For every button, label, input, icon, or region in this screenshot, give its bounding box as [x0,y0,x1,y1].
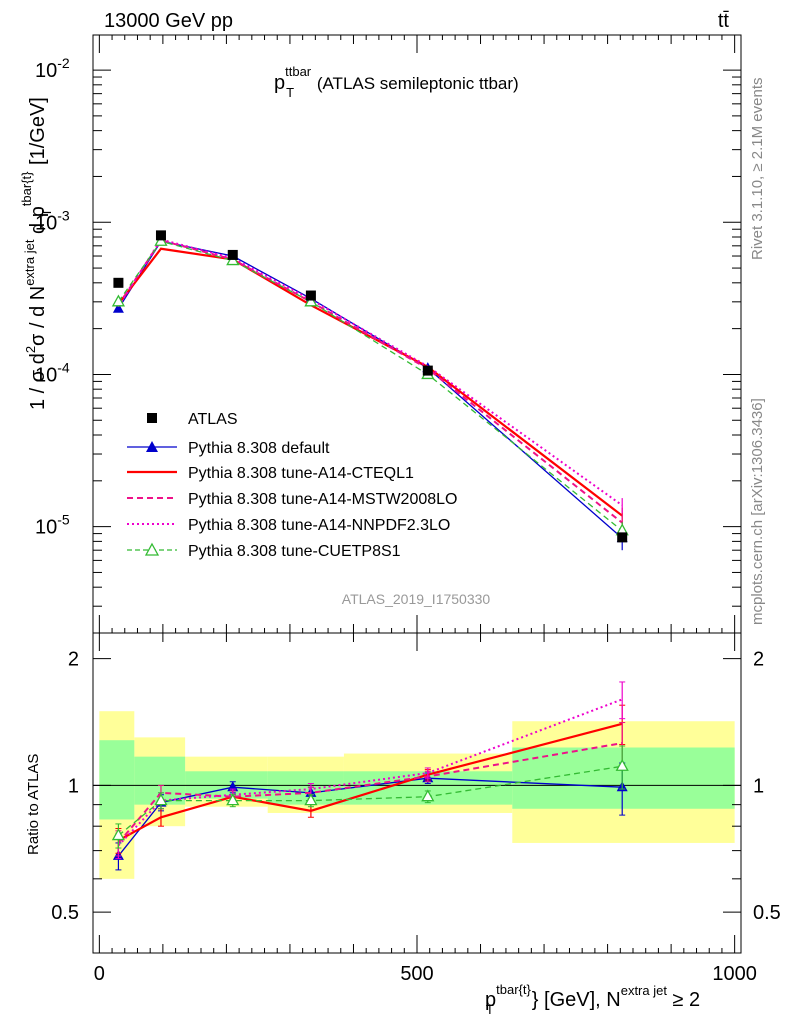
main-series-line [117,240,623,532]
ratio-point-marker [154,793,168,806]
main-y-label: 1 / σ d2σ / d Nextra jet d ptbar{t}T [1/… [19,97,54,410]
ratio-y-tick-label-right: 1 [753,775,764,797]
ratio-point-marker [304,793,318,806]
uncertainty-band-inner [99,740,135,820]
legend: ATLAS Pythia 8.308 default Pythia 8.308 … [127,411,457,560]
ratio-x-tick-label: 500 [400,963,433,985]
process-label: tt̄ [718,10,730,32]
legend-label-nnpdf: Pythia 8.308 tune-A14-NNPDF2.3LO [188,517,450,534]
rivet-label: Rivet 3.1.10, ≥ 2.1M events [749,78,766,261]
ratio-series-line [117,742,623,844]
plot-title: pttbar T (ATLAS semileptonic ttbar) [274,64,519,100]
analysis-watermark: ATLAS_2019_I1750330 [342,591,491,607]
ratio-y-tick-label-right: 2 [753,649,764,671]
legend-marker-cuetp8s1 [144,542,160,556]
ratio-y-tick-label: 1 [68,775,79,797]
legend-marker-atlas [147,413,157,423]
main-point-marker [112,302,124,313]
atlas-data-point [113,277,124,288]
main-series-line [117,247,623,517]
mcplots-label: mcplots.cern.ch [arXiv:1306.3436] [749,398,766,625]
atlas-data-point [227,249,238,260]
ratio-x-tick-label: 1000 [712,963,757,985]
legend-marker-default [146,441,158,452]
legend-label-cuetp8s1: Pythia 8.308 tune-CUETP8S1 [188,543,401,560]
energy-label: 13000 GeV pp [104,10,233,32]
main-y-axis: 10-2 10-3 10-4 10-5 [35,55,741,634]
main-point-marker [304,294,318,307]
ratio-point-marker [615,758,629,771]
ratio-point-marker [111,828,126,841]
main-marks [111,230,629,551]
main-point-marker [111,294,126,307]
main-y-tick-label: 10-2 [35,55,70,82]
ratio-series-line [117,765,623,837]
ratio-series-line [117,722,623,842]
ratio-y-tick-label: 2 [68,649,79,671]
ratio-marks [93,681,741,871]
atlas-data-point [422,365,433,376]
ratio-series-line [117,698,623,847]
ratio-series-line [117,777,623,857]
main-y-tick-label: 10-5 [35,512,70,539]
ratio-point-marker [226,793,240,806]
ratio-y-axis: 0.5 0.5 1 1 2 2 [51,649,781,954]
ratio-x-axis: 0 500 1000 [94,633,757,985]
main-x-ticks [98,35,736,633]
main-y-tick-label: 10-4 [35,359,70,386]
atlas-data-point [155,230,166,241]
main-panel: 10-2 10-3 10-4 10-5 pttbar T (ATLAS semilept… [19,34,742,634]
ratio-x-tick-label: 0 [94,963,105,985]
ratio-y-label: Ratio to ATLAS [25,754,42,855]
legend-label-atlas: ATLAS [188,411,238,428]
legend-label-mstw: Pythia 8.308 tune-A14-MSTW2008LO [188,491,457,508]
atlas-data-point [617,532,628,543]
ratio-point-marker [421,789,435,802]
ratio-x-label: ptbar{t} T} [GeV], Nextra jet ≥ 2 [485,982,700,1017]
legend-label-cteql1: Pythia 8.308 tune-A14-CTEQL1 [188,465,414,482]
ratio-y-tick-label-right: 0.5 [753,902,781,924]
main-y-tick-label: 10-3 [35,207,70,234]
ratio-panel: 0.5 0.5 1 1 2 2 0 500 1000 Ratio to ATLAS ptbar… [25,632,781,1017]
atlas-data-point [305,290,316,301]
legend-label-default: Pythia 8.308 default [188,440,330,457]
ratio-y-tick-label: 0.5 [51,902,79,924]
uncertainty-band-inner [267,771,344,805]
